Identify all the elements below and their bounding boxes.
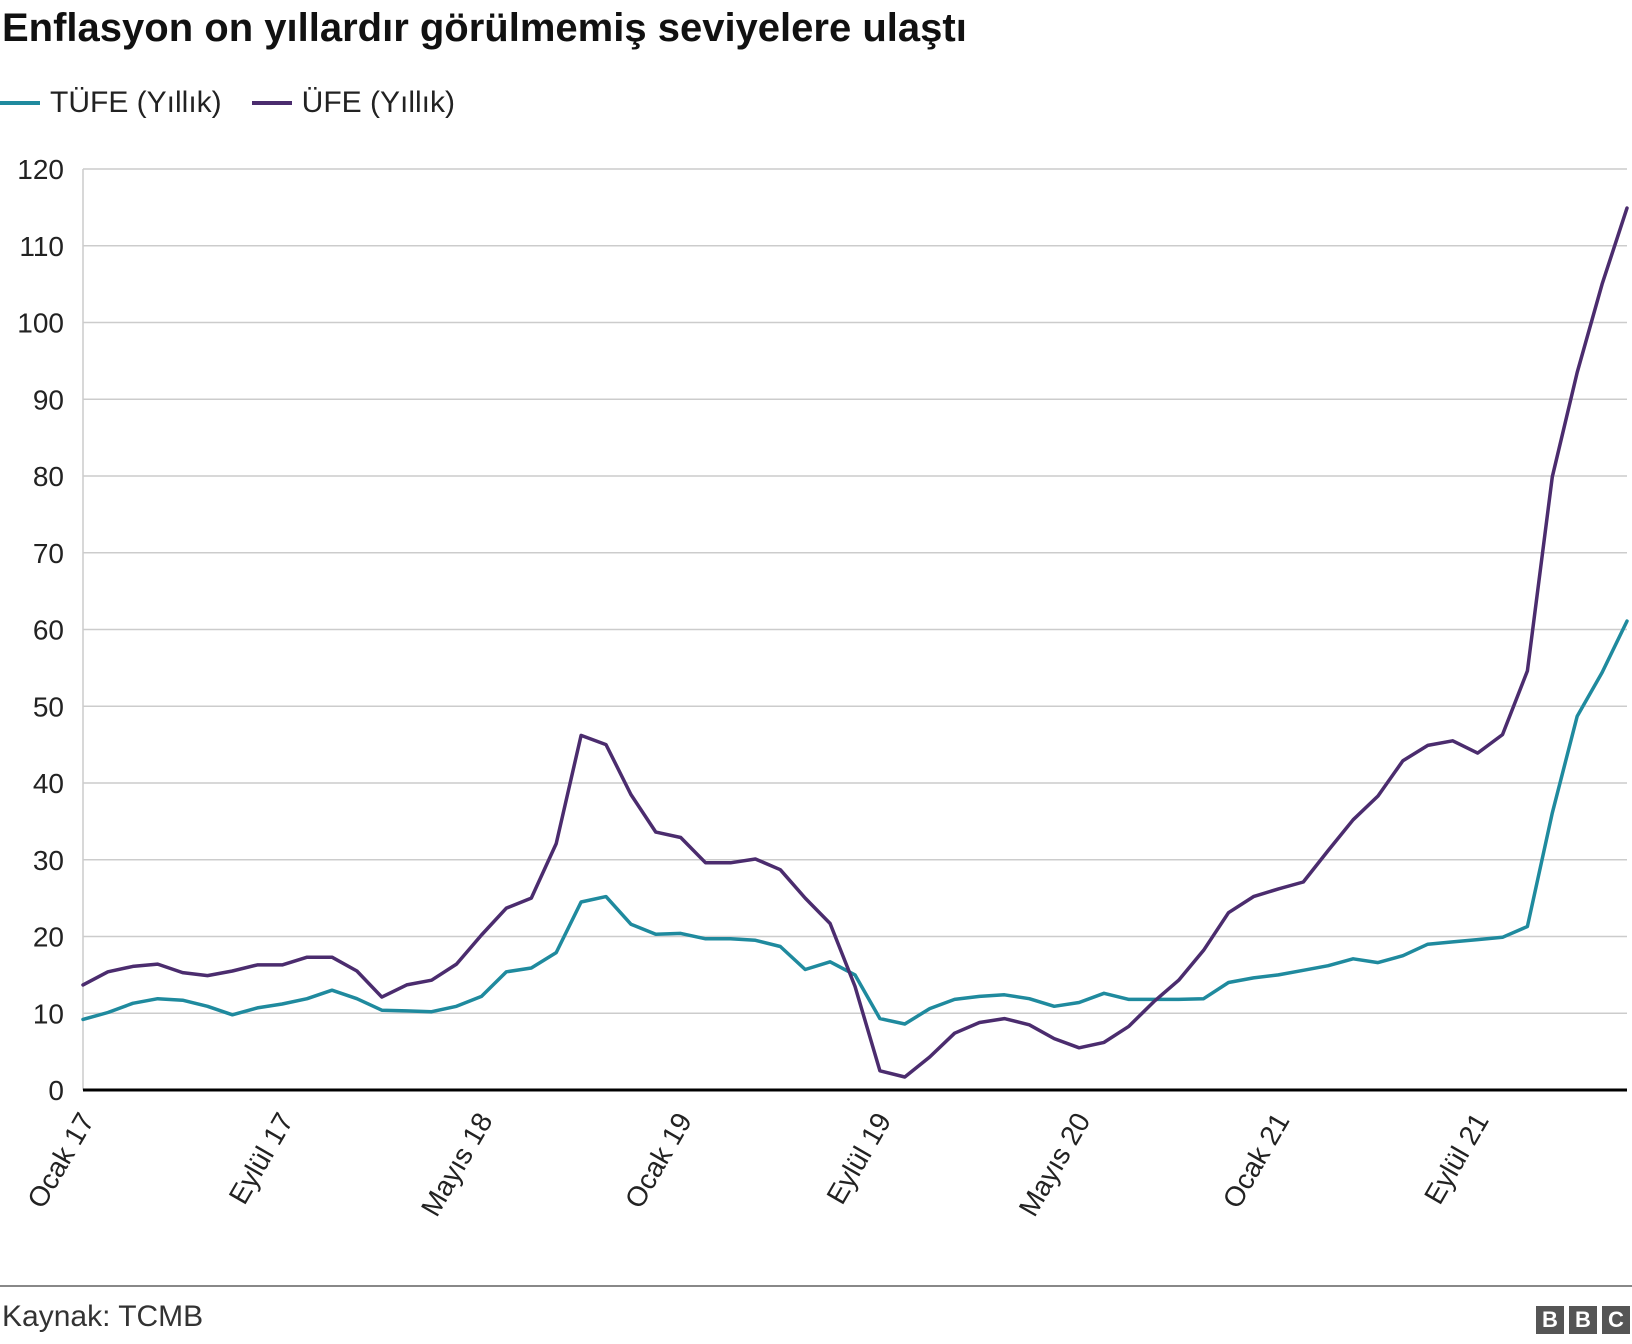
chart-title: Enflasyon on yıllardır görülmemiş seviye… [2,6,967,50]
y-tick-label: 30 [33,845,64,876]
legend-item-ufe: ÜFE (Yıllık) [251,86,455,120]
y-tick-label: 110 [19,231,64,262]
footer-divider [0,1285,1632,1287]
x-tick-label: Ocak 21 [1217,1108,1296,1214]
y-tick-label: 20 [33,922,64,953]
series-lines [81,206,1629,1079]
x-tick-label: Ocak 19 [619,1108,698,1214]
bbc-logo-letter: B [1536,1306,1564,1334]
x-axis-tick-labels: Ocak 17 Eylül 17 Mayıs 18 Ocak 19 Eylül 19 Ma… [21,1108,1495,1222]
x-tick-label: Mayıs 18 [415,1108,499,1222]
y-tick-label: 10 [33,998,64,1029]
legend: TÜFE (Yıllık) ÜFE (Yıllık) [0,86,485,120]
legend-label-ufe: ÜFE (Yıllık) [301,86,455,119]
series-line-tufe [81,619,1629,1026]
source-note: Kaynak: TCMB [2,1300,204,1333]
y-tick-label: 0 [48,1075,64,1106]
legend-swatch-tufe [0,101,40,105]
y-tick-label: 50 [33,691,64,722]
series-line-ufe [81,206,1629,1079]
y-tick-label: 100 [17,308,64,339]
bbc-logo: B B C [1536,1306,1630,1334]
x-tick-label: Eylül 19 [820,1108,897,1210]
y-axis-tick-labels: 0 10 20 30 40 50 60 70 80 90 100 110 120 [17,154,64,1106]
bbc-logo-letter: C [1602,1306,1630,1334]
bbc-logo-letter: B [1569,1306,1597,1334]
y-tick-label: 120 [17,154,64,185]
y-tick-label: 90 [33,384,64,415]
x-tick-label: Ocak 17 [21,1108,100,1214]
legend-item-tufe: TÜFE (Yıllık) [0,86,222,120]
y-tick-label: 80 [33,461,64,492]
legend-swatch-ufe [251,101,292,105]
x-tick-label: Eylül 21 [1418,1108,1495,1210]
x-tick-label: Mayıs 20 [1013,1108,1097,1222]
y-tick-label: 70 [33,538,64,569]
legend-label-tufe: TÜFE (Yıllık) [50,86,222,119]
x-tick-label: Eylül 17 [223,1108,300,1210]
line-chart: 0 10 20 30 40 50 60 70 80 90 100 110 120 Ocak 17 Eylü… [17,154,1629,1222]
y-tick-label: 40 [33,768,64,799]
y-tick-label: 60 [33,615,64,646]
grid-lines [82,168,1627,1090]
